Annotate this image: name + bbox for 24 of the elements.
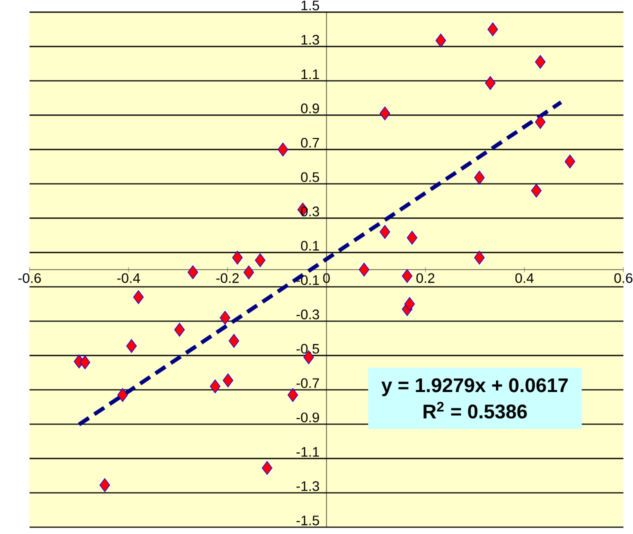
y-tick-label: 0.7 [301,138,319,148]
x-tick-label: -0.4 [117,273,140,283]
x-tick-label: -0.2 [216,273,239,283]
y-tick-label: -1.5 [296,516,320,526]
y-tick-label: -0.5 [296,344,320,354]
y-tick-label: 1.1 [302,69,319,79]
x-tick-label: 0.6 [614,273,632,283]
y-tick-label: -1.1 [296,447,319,457]
annotation: y = 1.9279x + 0.0617 [381,378,568,396]
y-tick-label: -0.9 [296,412,319,422]
y-tick-label: -0.1 [296,275,319,285]
y-tick-label: 1.5 [302,0,320,10]
y-tick-label: 1.3 [302,34,320,45]
x-tick-label: 0.2 [416,273,434,283]
x-tick-label: 0.4 [515,273,534,283]
x-tick-label: 0 [323,273,330,283]
annotation: R$^{2}$ = 0.5386 [424,402,527,419]
y-tick-label: -1.3 [296,481,320,491]
y-tick-label: -0.3 [296,310,320,320]
y-tick-label: -0.7 [296,378,319,388]
y-tick-label: 0.1 [301,240,319,251]
y-tick-label: 0.9 [301,104,319,114]
y-tick-label: 0.5 [301,172,320,182]
x-tick-label: -0.6 [18,273,41,283]
